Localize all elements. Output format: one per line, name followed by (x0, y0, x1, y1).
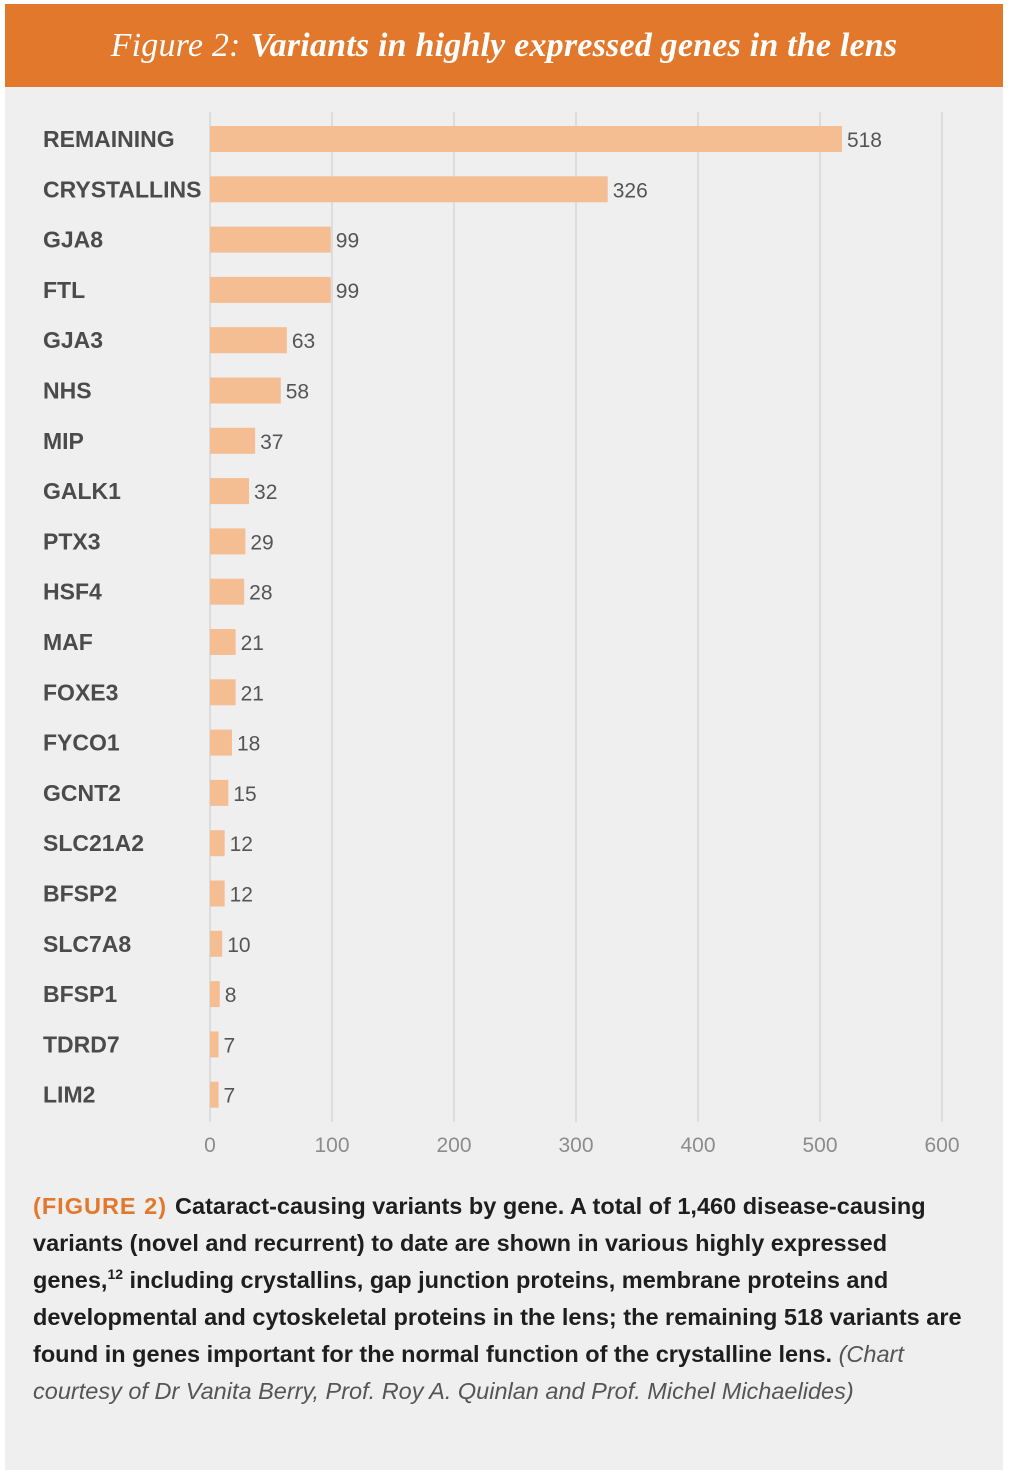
bar (210, 880, 225, 907)
data-label: 99 (336, 230, 359, 253)
bar (210, 830, 225, 857)
category-label: MIP (43, 428, 84, 454)
data-label: 7 (224, 1034, 236, 1057)
bar (210, 1081, 219, 1108)
category-label: FTL (43, 277, 85, 303)
category-label: GCNT2 (43, 780, 121, 806)
bar (210, 427, 256, 454)
data-label: 58 (286, 381, 309, 404)
bar (210, 528, 246, 555)
category-label: GALK1 (43, 478, 121, 504)
category-label: BFSP1 (43, 981, 117, 1007)
data-label: 32 (254, 481, 277, 504)
data-label: 10 (227, 934, 250, 957)
bar (210, 176, 608, 203)
bar (210, 1031, 219, 1058)
data-label: 15 (233, 783, 256, 806)
bar (210, 377, 281, 404)
data-label: 18 (237, 733, 260, 756)
category-label: SLC7A8 (43, 931, 131, 957)
data-label: 37 (260, 431, 283, 454)
category-label: CRYSTALLINS (43, 176, 201, 202)
bar (210, 729, 232, 756)
category-label: HSF4 (43, 579, 102, 605)
figure-header: Figure 2: Variants in highly expressed g… (5, 4, 1003, 87)
data-label: 63 (292, 330, 315, 353)
figure-panel: Figure 2: Variants in highly expressed g… (5, 4, 1003, 1470)
bar (210, 478, 250, 505)
data-label: 28 (249, 582, 272, 605)
bar (210, 679, 236, 706)
bar (210, 226, 331, 253)
figure-title: Variants in highly expressed genes in th… (250, 26, 898, 64)
data-label: 99 (336, 280, 359, 303)
category-label: MAF (43, 629, 93, 655)
data-label: 8 (225, 984, 237, 1007)
figure-caption: (FIGURE 2) Cataract-causing variants by g… (33, 1188, 968, 1410)
data-label: 29 (250, 531, 273, 554)
x-tick-label: 0 (204, 1134, 216, 1157)
x-tick-label: 500 (802, 1134, 837, 1157)
x-tick-label: 600 (924, 1134, 959, 1157)
caption-body-part2: including crystallins, gap junction prot… (33, 1267, 962, 1367)
bar-chart: 0 100 200 300 400 500 600 REMAINING 518 CRYSTALLI… (43, 112, 960, 1157)
category-label: TDRD7 (43, 1031, 120, 1057)
category-label: FYCO1 (43, 730, 120, 756)
x-tick-label: 300 (558, 1134, 593, 1157)
data-label: 12 (230, 884, 253, 907)
caption-credit: (Chart courtesy of Dr Vanita Berry, Prof… (33, 1341, 904, 1404)
bar (210, 327, 287, 354)
x-tick-label: 200 (436, 1134, 471, 1157)
category-label: NHS (43, 378, 92, 404)
category-label: SLC21A2 (43, 830, 144, 856)
x-tick-label: 100 (314, 1134, 349, 1157)
category-label: PTX3 (43, 528, 101, 554)
bar (210, 126, 842, 152)
category-label: GJA8 (43, 227, 103, 253)
bar (210, 276, 331, 303)
data-label: 12 (230, 833, 253, 856)
data-label: 7 (224, 1085, 236, 1108)
caption-body-part1: Cataract-causing variants by gene. A tot… (33, 1193, 926, 1293)
data-label: 518 (847, 129, 882, 152)
x-tick-label: 400 (680, 1134, 715, 1157)
bar (210, 930, 223, 957)
data-label: 21 (241, 682, 264, 705)
figure-label: Figure 2: (110, 26, 241, 64)
caption-tag: (FIGURE 2) (33, 1193, 168, 1219)
bar (210, 578, 245, 605)
data-label: 326 (613, 179, 648, 202)
bar (210, 629, 236, 655)
category-label: BFSP2 (43, 881, 117, 907)
category-label: LIM2 (43, 1082, 95, 1108)
caption-reference: 12 (107, 1266, 124, 1283)
category-label: REMAINING (43, 126, 175, 152)
data-label: 21 (241, 632, 264, 655)
category-label: FOXE3 (43, 679, 118, 705)
bar (210, 779, 229, 806)
category-label: GJA3 (43, 327, 103, 353)
bar (210, 981, 220, 1008)
